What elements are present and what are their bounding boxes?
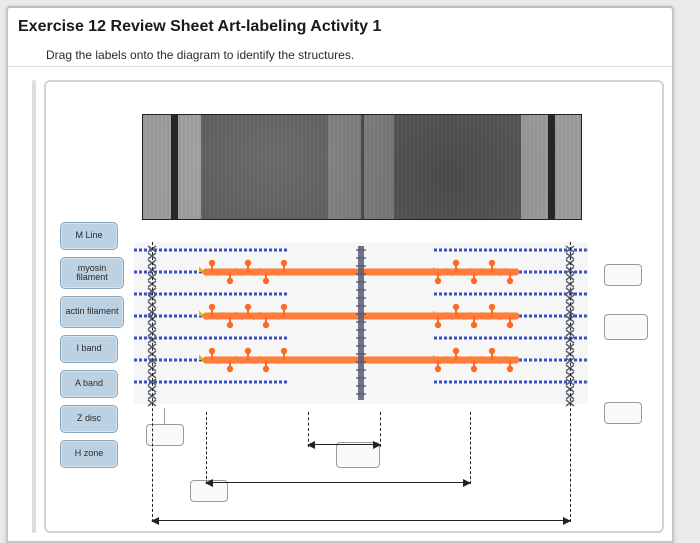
lead-z: [164, 408, 165, 425]
diagram-area: M Line myosin filament actin filament I ban…: [44, 80, 664, 533]
instruction-text: Drag the labels onto the diagram to iden…: [8, 42, 672, 67]
dim-a: [206, 482, 470, 483]
activity-frame: Exercise 12 Review Sheet Art-labeling Ac…: [6, 6, 674, 543]
left-rule: [32, 80, 36, 533]
label-chip-h-zone[interactable]: H zone: [60, 440, 118, 468]
guideline: [470, 412, 471, 484]
guideline: [206, 412, 207, 484]
header: Exercise 12 Review Sheet Art-labeling Ac…: [8, 8, 672, 42]
label-chip-a-band[interactable]: A band: [60, 370, 118, 398]
drop-right-2[interactable]: [604, 314, 648, 340]
page-title: Exercise 12 Review Sheet Art-labeling Ac…: [18, 18, 662, 36]
guideline: [570, 242, 571, 522]
em-micrograph: [142, 114, 582, 220]
label-chip-i-band[interactable]: I band: [60, 335, 118, 363]
drop-right-3[interactable]: [604, 402, 642, 424]
label-chip-actin-filament[interactable]: actin filament: [60, 296, 124, 328]
dim-h: [308, 444, 380, 445]
label-bank: M Line myosin filament actin filament I ban…: [60, 222, 124, 468]
label-chip-myosin-filament[interactable]: myosin filament: [60, 257, 124, 289]
sarcomere-diagram: [134, 238, 588, 408]
drop-right-1[interactable]: [604, 264, 642, 286]
label-chip-m-line[interactable]: M Line: [60, 222, 118, 250]
guideline: [152, 242, 153, 522]
dim-s: [152, 520, 570, 521]
label-chip-z-disc[interactable]: Z disc: [60, 405, 118, 433]
